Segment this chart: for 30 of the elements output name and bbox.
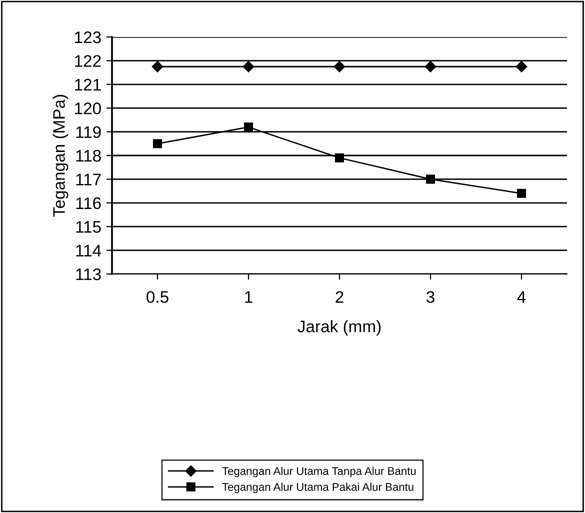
point xyxy=(426,174,436,184)
point xyxy=(244,122,254,132)
y-axis-title: Tegangan (MPa) xyxy=(52,94,68,217)
x-tick-label: 4 xyxy=(517,291,526,303)
y-tick-label: 122 xyxy=(75,55,101,67)
y-tick-label: 120 xyxy=(75,102,101,114)
y-tick-label: 117 xyxy=(76,174,101,186)
point xyxy=(334,153,344,162)
legend-label: Tegangan Alur Utama Pakai Alur Bantu xyxy=(222,482,414,494)
point xyxy=(152,61,164,72)
y-tick-label: 116 xyxy=(76,197,101,210)
y-tick-label: 118 xyxy=(76,150,101,162)
point xyxy=(516,61,528,72)
y-tick-label: 114 xyxy=(76,244,102,256)
y-tick-label: 121 xyxy=(75,78,101,90)
x-axis-title: Jarak (mm) xyxy=(298,320,381,336)
y-tick-label: 113 xyxy=(76,268,101,280)
point xyxy=(516,188,526,198)
x-tick-label: 2 xyxy=(336,291,344,303)
y-tick-label: 123 xyxy=(75,31,101,44)
point xyxy=(334,61,346,72)
y-tick-label: 119 xyxy=(76,126,101,138)
x-tick-label: 0.5 xyxy=(146,291,168,303)
point xyxy=(242,61,254,72)
legend-label: Tegangan Alur Utama Tanpa Alur Bantu xyxy=(222,466,416,478)
point xyxy=(424,61,436,72)
x-tick-label: 1 xyxy=(245,291,252,303)
point xyxy=(152,139,162,148)
y-tick-label: 115 xyxy=(76,221,101,233)
x-tick-label: 3 xyxy=(426,291,434,303)
